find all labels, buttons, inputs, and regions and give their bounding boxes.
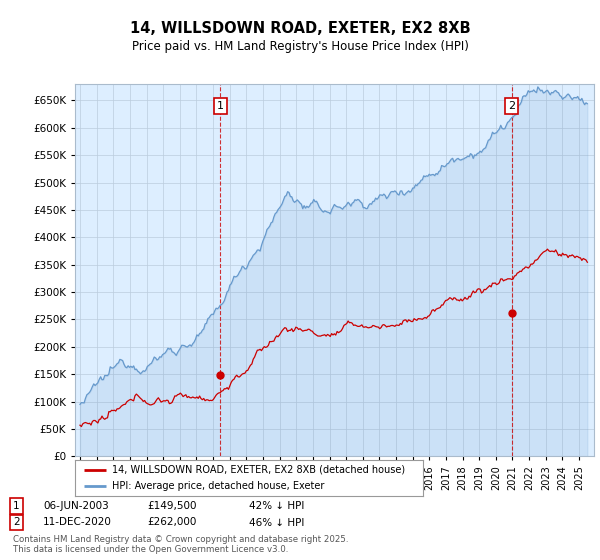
Text: 06-JUN-2003: 06-JUN-2003 <box>43 501 109 511</box>
Text: Price paid vs. HM Land Registry's House Price Index (HPI): Price paid vs. HM Land Registry's House … <box>131 40 469 53</box>
Text: 1: 1 <box>13 501 20 511</box>
Text: 14, WILLSDOWN ROAD, EXETER, EX2 8XB: 14, WILLSDOWN ROAD, EXETER, EX2 8XB <box>130 21 470 36</box>
Text: 1: 1 <box>217 101 224 111</box>
Text: 2: 2 <box>13 517 20 528</box>
Text: 11-DEC-2020: 11-DEC-2020 <box>43 517 112 528</box>
Text: 14, WILLSDOWN ROAD, EXETER, EX2 8XB (detached house): 14, WILLSDOWN ROAD, EXETER, EX2 8XB (det… <box>112 465 404 475</box>
Text: Contains HM Land Registry data © Crown copyright and database right 2025.: Contains HM Land Registry data © Crown c… <box>13 535 349 544</box>
Text: £149,500: £149,500 <box>147 501 197 511</box>
Text: 42% ↓ HPI: 42% ↓ HPI <box>249 501 304 511</box>
Text: 2: 2 <box>508 101 515 111</box>
Text: HPI: Average price, detached house, Exeter: HPI: Average price, detached house, Exet… <box>112 481 324 491</box>
Text: £262,000: £262,000 <box>147 517 196 528</box>
Text: This data is licensed under the Open Government Licence v3.0.: This data is licensed under the Open Gov… <box>13 545 289 554</box>
Text: 46% ↓ HPI: 46% ↓ HPI <box>249 517 304 528</box>
